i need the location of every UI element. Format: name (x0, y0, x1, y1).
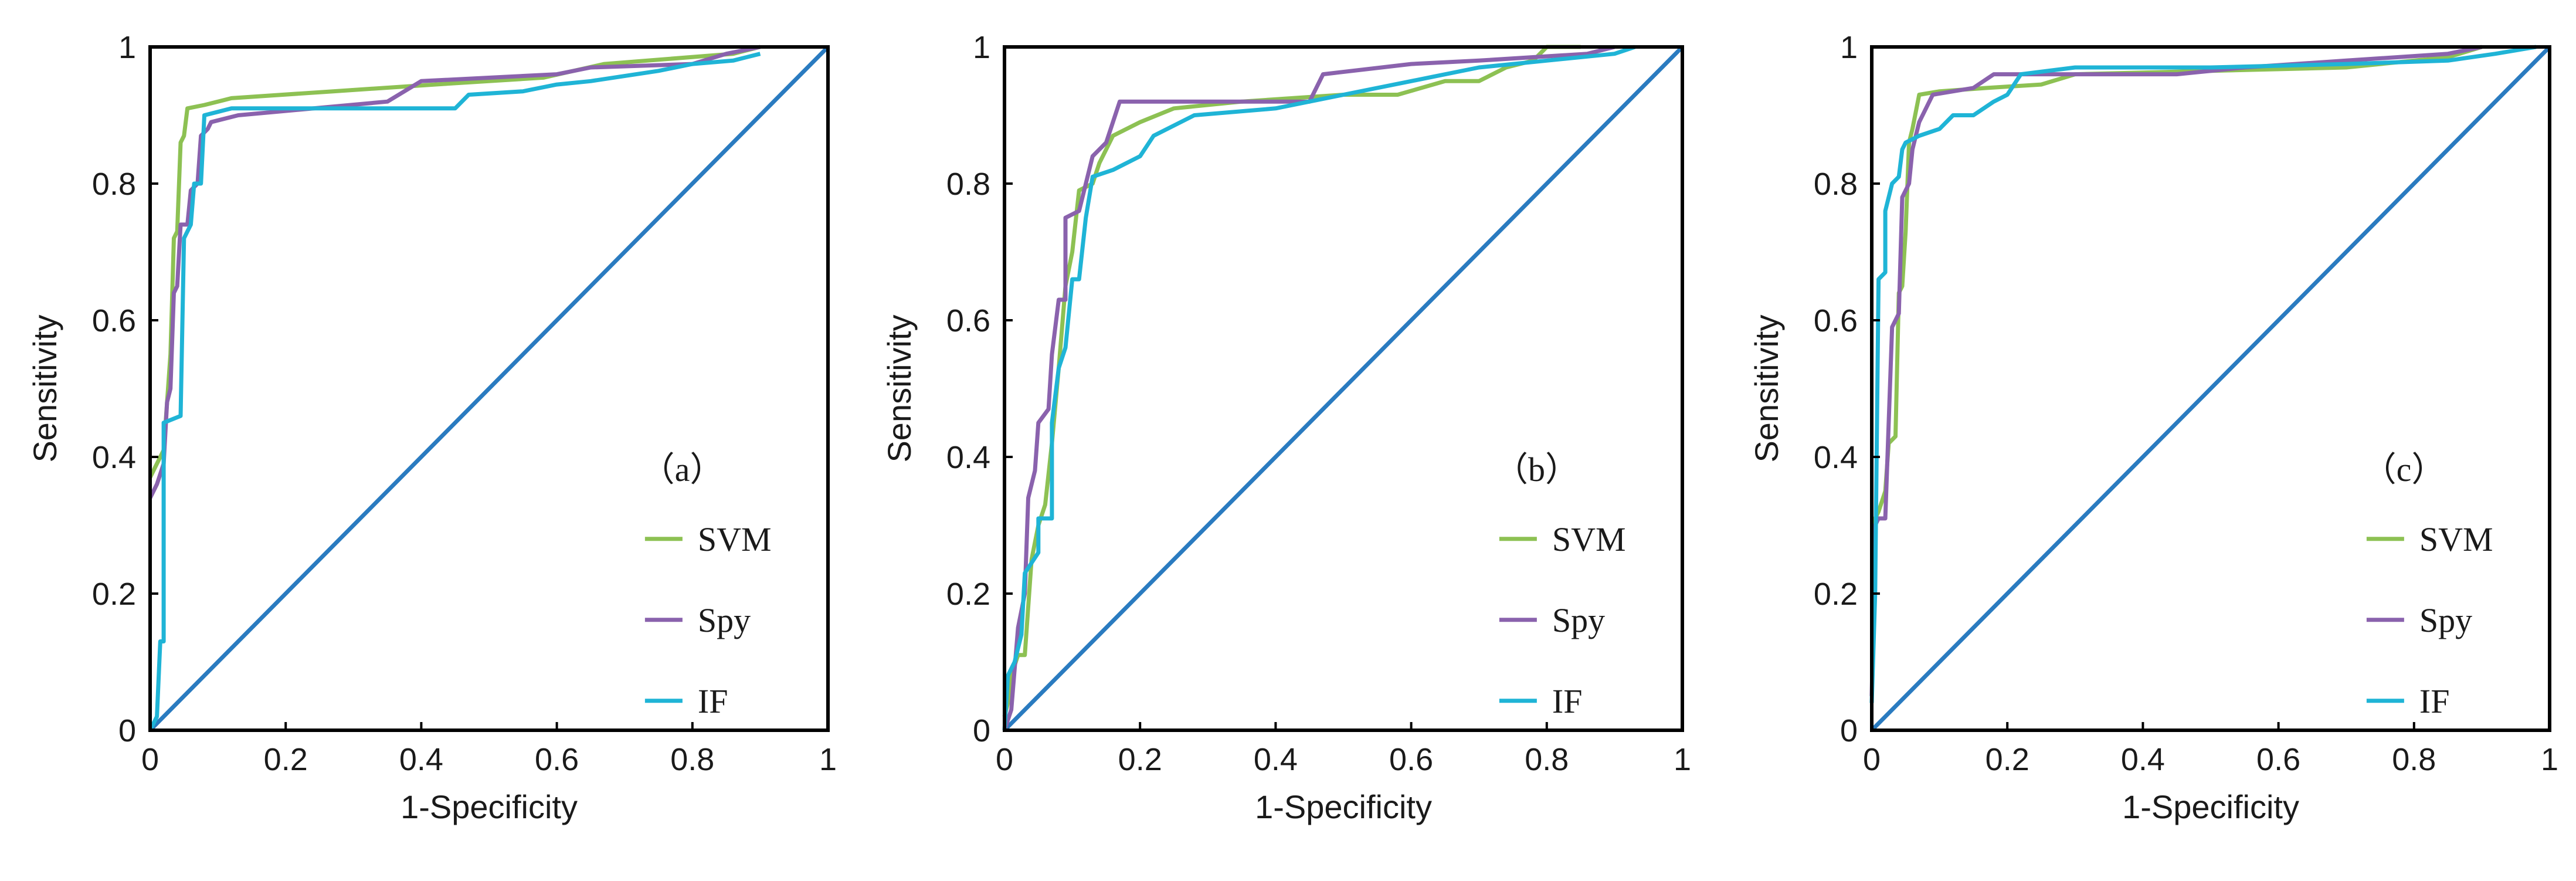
legend-label: SVM (2419, 520, 2493, 558)
y-tick-label: 0.6 (92, 303, 136, 338)
x-tick-label: 0 (141, 742, 159, 777)
plot-frame (148, 45, 830, 732)
y-tick-label: 0.8 (946, 167, 990, 202)
y-tick-label: 0.2 (946, 577, 990, 612)
x-tick-label: 0 (996, 742, 1013, 777)
plot-frame (1003, 45, 1684, 732)
x-axis-title: 1-Specificity (2122, 788, 2299, 825)
y-axis-title: Sensitivity (881, 314, 918, 462)
x-tick-label: 0.8 (670, 742, 714, 777)
y-tick-label: 1 (1840, 30, 1858, 65)
y-tick-label: 0.2 (92, 577, 136, 612)
panel-label: （a） (641, 450, 724, 489)
series-line-spy (1002, 45, 1615, 731)
y-axis-title: Sensitivity (1748, 314, 1785, 462)
x-axis-title: 1-Specificity (401, 788, 578, 825)
x-tick-label: 0.6 (1389, 742, 1433, 777)
x-tick-label: 0.8 (1525, 742, 1569, 777)
diagonal-line (1003, 45, 1684, 732)
y-tick-label: 0.4 (92, 440, 136, 475)
y-tick-label: 1 (118, 30, 136, 65)
y-tick-label: 0 (118, 713, 136, 748)
x-tick-label: 0.6 (535, 742, 579, 777)
y-tick-label: 0.4 (946, 440, 990, 475)
y-tick-label: 0.6 (946, 303, 990, 338)
chart-panel-3: 0 0.2 0.4 0.6 0.8 1 0 0.2 0.4 0.6 0.8 1 1-Specificit… (1748, 30, 2558, 825)
chart-panel-1: 0 0.2 0.4 0.6 0.8 1 0 0.2 0.4 0.6 0.8 1 1-Specificit… (26, 30, 837, 825)
y-axis-title: Sensitivity (26, 314, 63, 462)
y-tick-label: 0.8 (1814, 167, 1858, 202)
legend-label: IF (1552, 682, 1583, 720)
x-tick-label: 0.4 (2121, 742, 2165, 777)
x-tick-label: 0.6 (2256, 742, 2300, 777)
legend-label: Spy (698, 601, 751, 639)
legend-label: SVM (1552, 520, 1626, 558)
y-tick-label: 0.2 (1814, 577, 1858, 612)
legend-label: IF (698, 682, 728, 720)
legend-label: SVM (698, 520, 772, 558)
y-tick-label: 1 (973, 30, 990, 65)
diagonal-line (148, 45, 830, 732)
series-line-spy (1869, 45, 2483, 696)
series-line-svm (148, 45, 761, 479)
x-axis-title: 1-Specificity (1255, 788, 1432, 825)
x-tick-label: 0.4 (399, 742, 443, 777)
x-tick-label: 0.8 (2392, 742, 2436, 777)
x-tick-label: 0.2 (1118, 742, 1162, 777)
series-line-spy (148, 45, 761, 499)
y-tick-label: 0.6 (1814, 303, 1858, 338)
legend-label: Spy (1552, 601, 1605, 639)
panel-label: （b） (1494, 450, 1579, 489)
x-tick-label: 0.2 (264, 742, 308, 777)
y-tick-label: 0 (973, 713, 990, 748)
legend-label: Spy (2419, 601, 2472, 639)
x-tick-label: 1 (2541, 742, 2558, 777)
x-tick-label: 0.2 (1986, 742, 2029, 777)
plot-frame (1870, 45, 2551, 732)
y-tick-label: 0 (1840, 713, 1858, 748)
y-tick-label: 0.8 (92, 167, 136, 202)
x-tick-label: 1 (819, 742, 837, 777)
series-line-if (148, 52, 761, 731)
diagonal-line (1870, 45, 2551, 732)
y-tick-label: 0.4 (1814, 440, 1858, 475)
series-line-if (1002, 45, 1636, 731)
series-line-if (1869, 45, 2537, 703)
x-tick-label: 0.4 (1254, 742, 1298, 777)
x-tick-label: 0 (1863, 742, 1881, 777)
x-tick-label: 1 (1674, 742, 1691, 777)
legend-label: IF (2419, 682, 2450, 720)
series-line-svm (1002, 45, 1581, 717)
chart-panel-2: 0 0.2 0.4 0.6 0.8 1 0 0.2 0.4 0.6 0.8 1 1-Specificit… (881, 30, 1691, 825)
panel-label: （c） (2363, 450, 2446, 489)
